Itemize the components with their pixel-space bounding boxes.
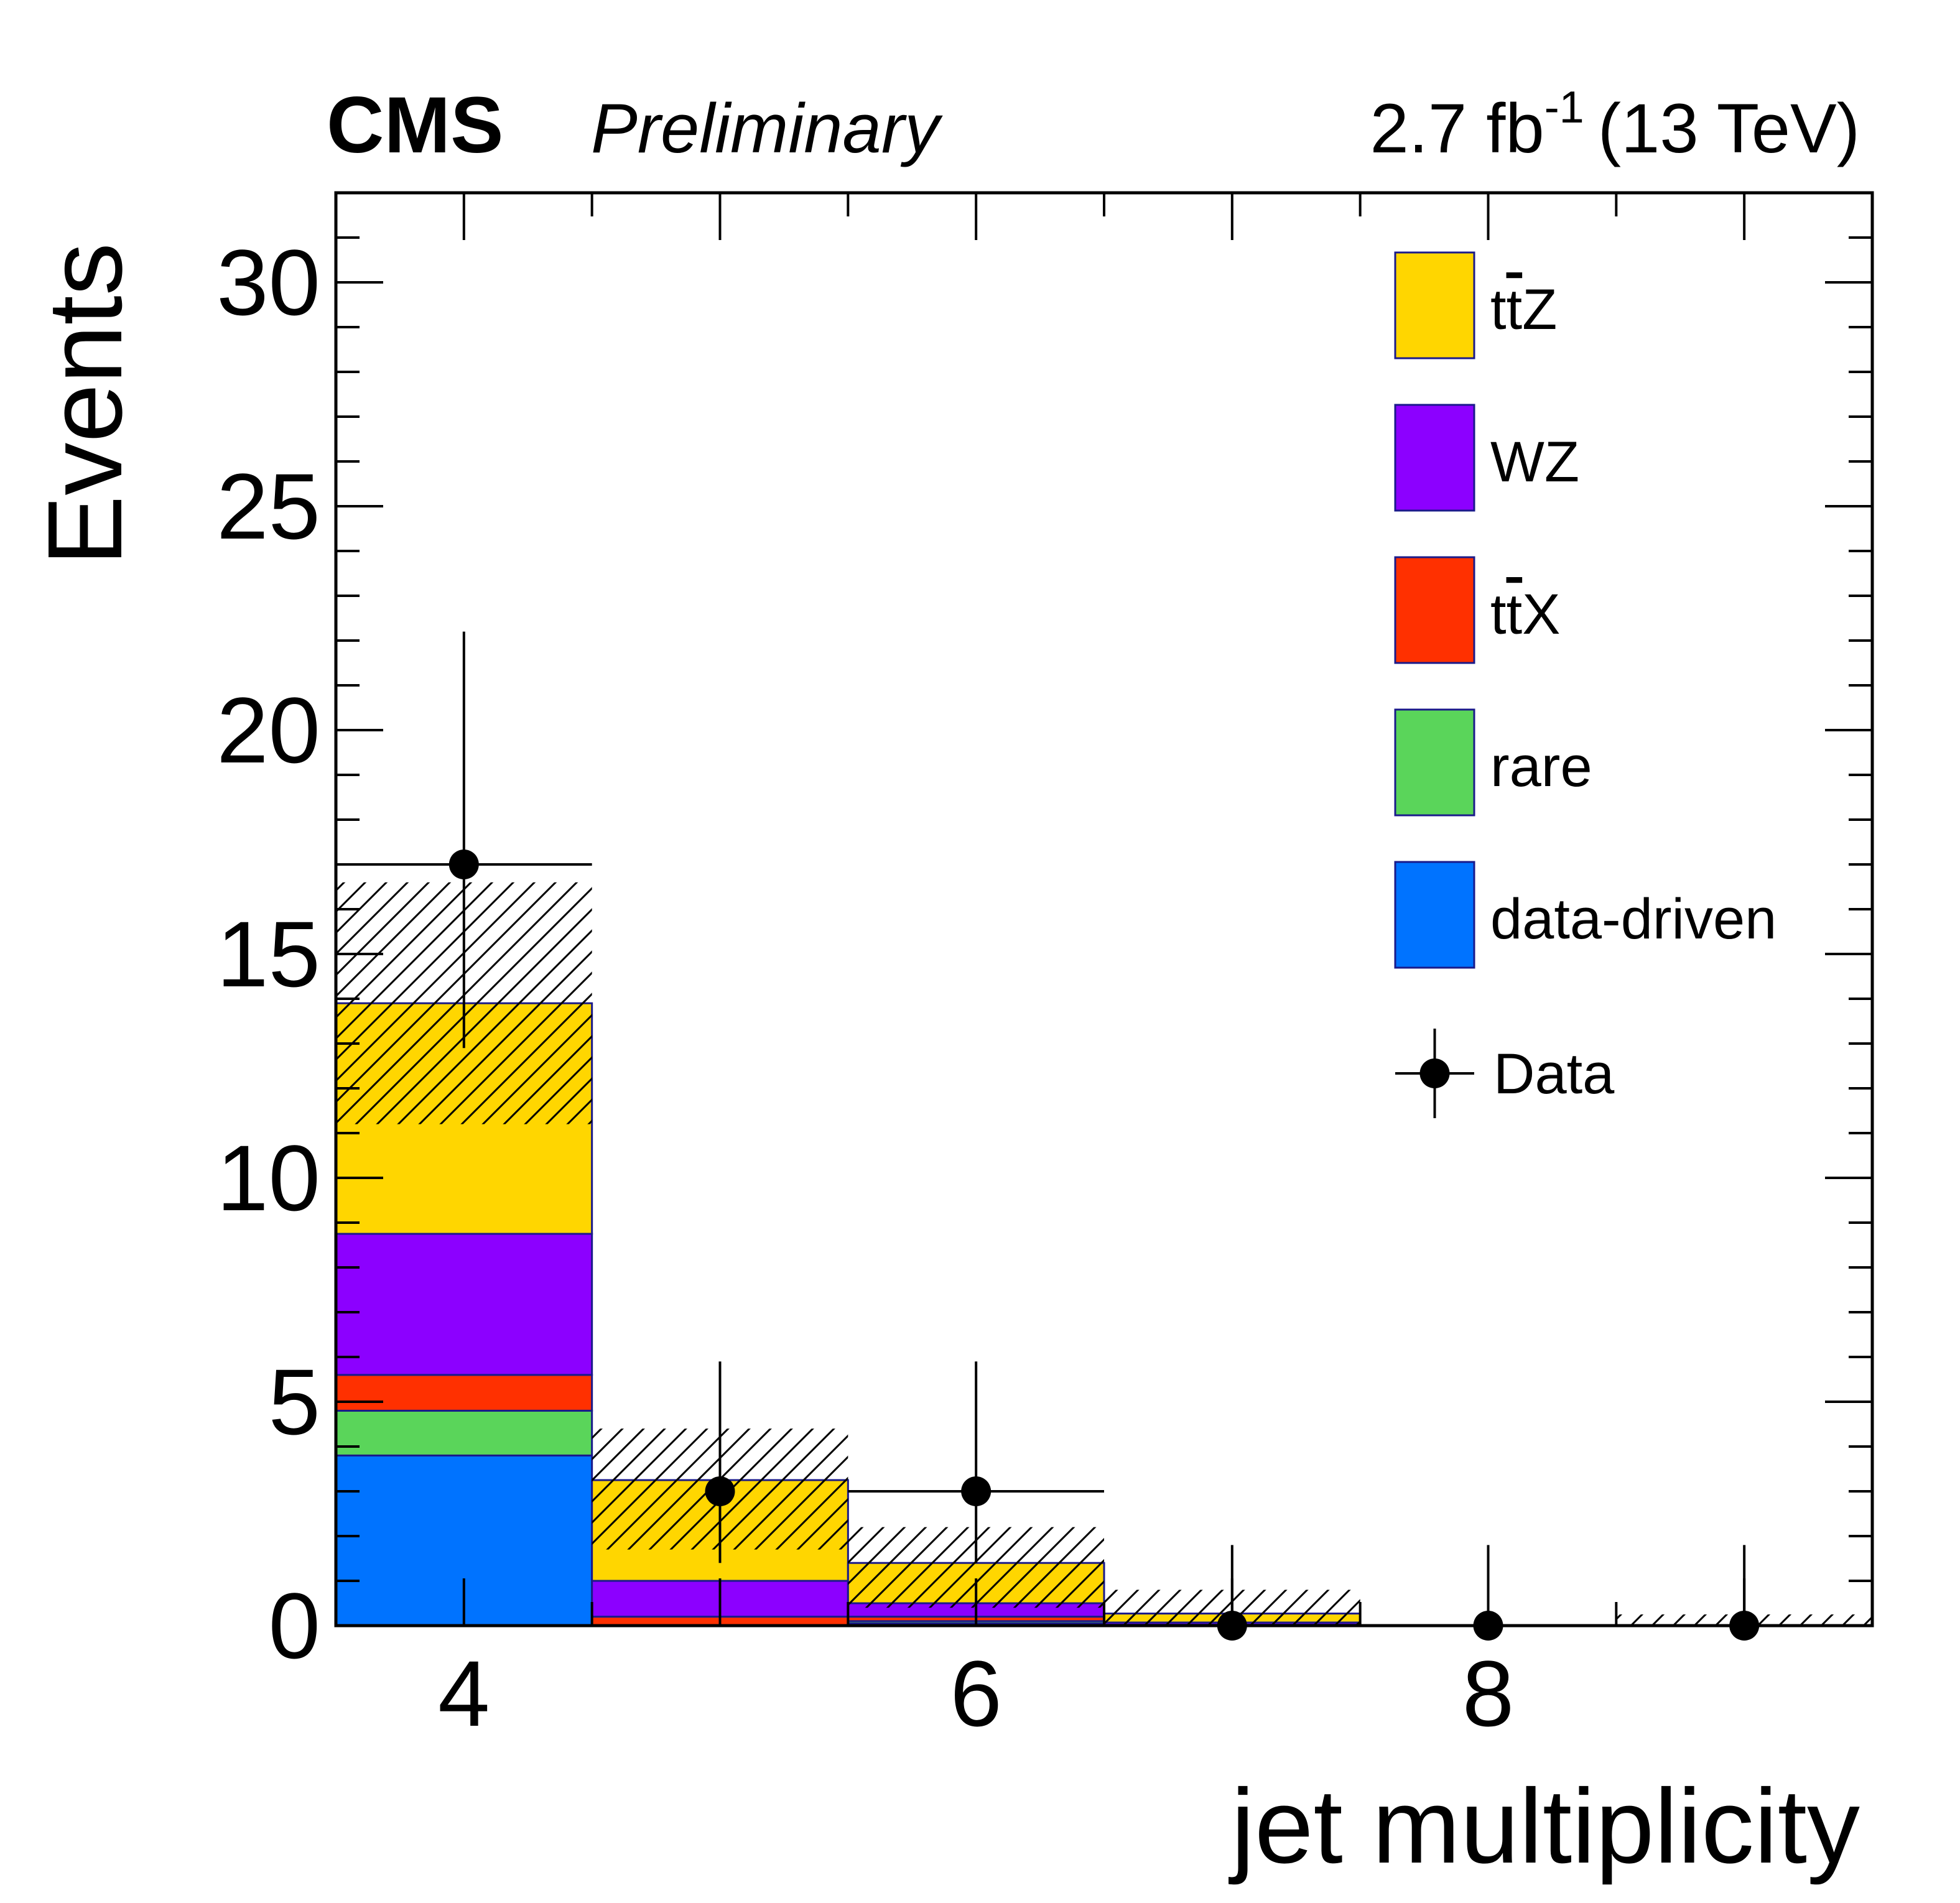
data-point-5 [705,1476,735,1506]
y-tick-label-0: 0 [269,1573,320,1678]
y-tick-label-5: 5 [269,1350,320,1454]
y-tick-label-10: 10 [216,1126,320,1230]
data-point-6 [961,1476,992,1506]
legend: ttZ WZ ttX rare data-driven Data [1394,251,1777,1118]
y-tick-label-20: 20 [216,678,320,782]
status-label: Preliminary [591,90,943,167]
legend-label-data-driven: data-driven [1490,887,1777,951]
experiment-label: CMS [327,81,503,170]
bar-ttx-bin-4 [335,1374,593,1412]
legend-label-data: Data [1493,1042,1615,1106]
data-point-4 [448,850,479,879]
tick-layer: 0 5 10 15 20 25 30 4 6 8 [216,192,1872,1746]
lumi-value: 2.7 fb [1370,90,1544,167]
x-tick-label-8: 8 [1462,1641,1514,1746]
y-tick-label-25: 25 [216,454,320,558]
legend-data-marker [1419,1058,1450,1088]
y-tick-label-15: 15 [216,902,320,1006]
legend-swatch-ttz [1394,251,1475,359]
x-axis-title: jet multiplicity [1228,1767,1860,1886]
legend-label-ttz: ttZ [1490,278,1557,341]
bar-wz-bin-4 [335,1233,593,1376]
y-axis-title: Events [26,243,144,566]
bar-rare-bin-4 [335,1409,593,1456]
lumi-energy: (13 TeV) [1598,90,1860,167]
legend-swatch-rare [1394,708,1475,817]
legend-swatch-data-driven [1394,861,1475,969]
lumi-label: 2.7 fb-1 (13 TeV) [1370,83,1860,167]
legend-swatch-ttx [1394,556,1475,664]
x-tick-label-6: 6 [950,1641,1001,1746]
y-tick-label-30: 30 [216,230,320,335]
lumi-exponent: -1 [1544,83,1584,132]
legend-label-wz: WZ [1490,430,1579,494]
legend-label-rare: rare [1490,735,1592,799]
legend-swatch-wz [1394,404,1475,512]
legend-label-ttx: ttX [1490,583,1561,646]
x-tick-label-4: 4 [438,1641,490,1746]
